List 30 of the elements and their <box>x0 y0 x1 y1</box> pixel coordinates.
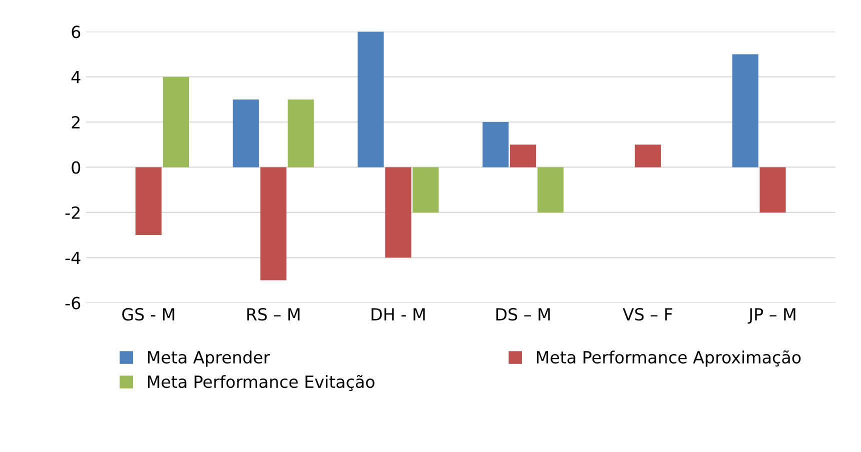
bar <box>760 167 786 212</box>
bar <box>162 76 190 168</box>
y-tick-label: 4 <box>71 71 80 84</box>
y-tick-label: -2 <box>65 206 80 219</box>
x-tick-label: DH - M <box>372 308 425 320</box>
bar <box>634 144 661 168</box>
y-tick-label: -6 <box>65 296 80 310</box>
y-tick-label: 0 <box>72 161 80 174</box>
y-tick-label: -4 <box>65 252 80 264</box>
y-tick-label: 2 <box>72 116 80 128</box>
x-tick-label: JP – M <box>748 308 796 324</box>
x-tick-label: GS - M <box>122 308 174 321</box>
bar <box>732 54 758 168</box>
bar <box>260 167 286 280</box>
legend-label: Meta Aprender <box>148 350 270 367</box>
bar <box>358 32 384 168</box>
x-tick-label: DS – M <box>496 308 550 321</box>
y-tick-label: 6 <box>72 26 80 38</box>
bar <box>482 122 509 168</box>
bar <box>288 99 314 168</box>
bar <box>385 167 412 258</box>
bar <box>510 144 536 168</box>
legend-label: Meta Performance Evitação <box>148 374 374 392</box>
x-tick-label: RS – M <box>247 308 300 321</box>
bar <box>537 167 564 212</box>
bar <box>232 99 259 168</box>
bar <box>135 167 162 236</box>
legend-label: Meta Performance Aproximação <box>536 350 801 367</box>
x-tick-label: VS – F <box>622 308 672 321</box>
bar <box>412 167 439 212</box>
